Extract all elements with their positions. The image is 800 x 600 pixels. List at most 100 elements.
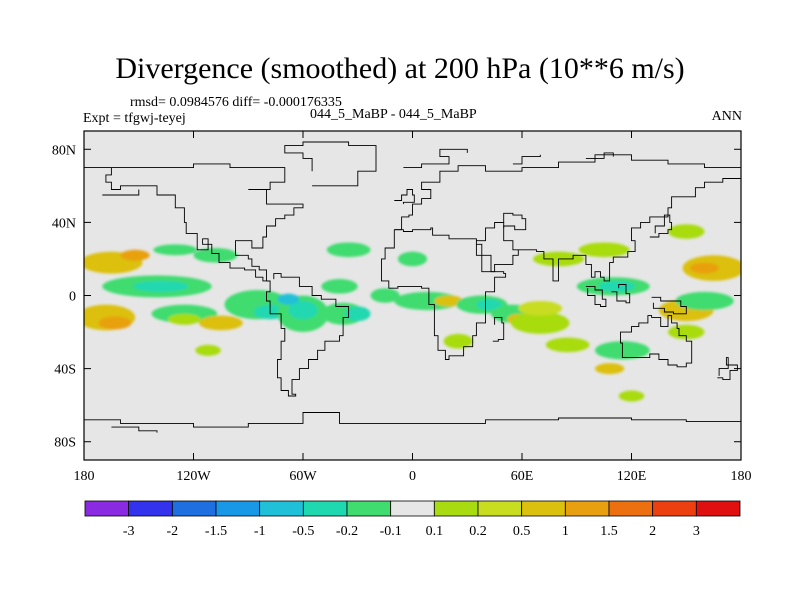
contour-blob-38 (595, 363, 625, 375)
colorbar-swatch-2 (171, 500, 217, 517)
coastline-19 (403, 148, 468, 169)
coastline-21 (585, 152, 614, 159)
coastline-8 (522, 174, 741, 282)
colorbar-label-7: 0.1 (426, 524, 444, 539)
x-tick-label-3: 0 (409, 469, 416, 484)
contour-blob-17 (198, 315, 243, 331)
colorbar-label-12: 2 (649, 524, 656, 539)
season-label: ANN (711, 109, 742, 124)
contour-blob-45 (618, 390, 645, 402)
contour-blob-40 (675, 291, 734, 311)
colorbar-label-10: 1 (562, 524, 569, 539)
contour-blob-6 (153, 244, 198, 256)
contour-blob-3 (98, 316, 132, 330)
colorbar-label-3: -1 (254, 524, 266, 539)
y-tick-label-4: 80S (54, 436, 76, 451)
contour-blob-19 (167, 313, 201, 325)
colorbar-swatch-10 (521, 500, 566, 517)
coastline-18 (102, 189, 140, 196)
coastline-1 (111, 426, 158, 433)
colorbar-swatch-0 (84, 500, 130, 517)
colorbar-swatch-8 (433, 500, 479, 517)
x-tick-label-2: 60W (289, 469, 317, 484)
contour-blob-42 (689, 262, 720, 274)
coastlines (84, 141, 741, 433)
coastline-0 (84, 412, 741, 428)
colorbar-swatch-4 (259, 500, 304, 517)
contour-blob-33 (545, 337, 590, 353)
x-tick-label-4: 60E (511, 469, 534, 484)
x-tick-label-5: 120E (617, 469, 647, 484)
contour-blob-5 (133, 280, 189, 292)
contour-blob-36 (578, 242, 630, 258)
coastline-3 (266, 273, 350, 397)
y-tick-label-3: 40S (54, 363, 76, 378)
colorbar-label-11: 1.5 (600, 524, 618, 539)
coastline-4 (284, 141, 377, 187)
colorbar-swatch-5 (302, 500, 348, 517)
x-tick-label-1: 120W (176, 469, 211, 484)
y-tick-label-0: 80N (52, 143, 76, 158)
colorbar-swatch-9 (477, 500, 523, 517)
colorbar-label-8: 0.2 (469, 524, 487, 539)
contour-blob-20 (326, 242, 371, 258)
contour-blob-35 (598, 280, 636, 292)
contour-blob-12 (288, 300, 318, 320)
contour-blob-21 (370, 288, 400, 303)
coastline-9 (494, 212, 527, 231)
plot-title: Divergence (smoothed) at 200 hPa (10**6 … (115, 52, 685, 85)
y-tick-label-2: 0 (69, 290, 76, 305)
colorbar-swatch-13 (652, 500, 697, 517)
colorbar: -3 -2 -1.5 -1 -0.5 -0.2 -0.1 0.1 0.2 0.5 1 1.5 2 3 (84, 500, 741, 539)
axis-ticks: 180 120W 60W 0 60E 120E 180 80N 40N 0 40S 80S (52, 131, 752, 484)
colorbar-swatch-11 (564, 500, 610, 517)
colorbar-swatch-1 (128, 500, 173, 517)
colorbar-swatch-3 (215, 500, 261, 517)
contour-blob-24 (434, 295, 464, 307)
contour-blob-27 (476, 299, 502, 311)
coastline-14 (649, 214, 673, 238)
coastline-20 (512, 154, 541, 165)
colorbar-label-0: -3 (123, 524, 135, 539)
contour-blob-13 (277, 293, 300, 305)
coastline-13 (651, 296, 687, 315)
colorbar-label-2: -1.5 (205, 524, 227, 539)
case-label: 044_5_MaBP - 044_5_MaBP (310, 107, 477, 122)
coastline-5 (394, 154, 741, 231)
colorbar-label-5: -0.2 (336, 524, 358, 539)
x-tick-label-6: 180 (731, 469, 752, 484)
contour-blob-16 (344, 306, 371, 322)
contour-blob-25 (443, 333, 473, 349)
colorbar-swatch-7 (390, 500, 435, 517)
colorbar-label-1: -2 (166, 524, 178, 539)
contour-blob-8 (193, 247, 238, 263)
contour-blob-43 (668, 224, 705, 239)
colorbar-label-4: -0.5 (292, 524, 314, 539)
coastline-10 (620, 315, 693, 368)
coastline-7 (475, 221, 522, 273)
coastline-15 (492, 316, 505, 342)
coastline-6 (381, 227, 507, 360)
contour-blob-31 (518, 300, 563, 316)
x-tick-label-0: 180 (74, 469, 95, 484)
coastline-11 (585, 285, 607, 307)
contour-blob-22 (397, 251, 428, 267)
contour-blob-1 (120, 249, 150, 261)
colorbar-label-9: 0.5 (513, 524, 531, 539)
contour-blob-30 (511, 311, 570, 334)
coastline-16 (394, 189, 415, 205)
colorbar-swatch-14 (695, 500, 741, 517)
colorbar-swatch-12 (608, 500, 654, 517)
stats-line: rmsd= 0.0984576 diff= -0.000176335 (130, 95, 342, 110)
colorbar-label-13: 3 (693, 524, 700, 539)
contour-blob-14 (321, 279, 358, 294)
coastline-12 (611, 284, 631, 304)
expt-label: Expt = tfgwj-teyej (83, 111, 186, 126)
contour-blob-7 (151, 304, 218, 323)
contour-blob-18 (195, 344, 221, 356)
colorbar-label-6: -0.1 (380, 524, 402, 539)
colorbar-swatch-6 (346, 500, 392, 517)
coastline-2 (84, 163, 304, 282)
coastline-17 (717, 357, 738, 381)
